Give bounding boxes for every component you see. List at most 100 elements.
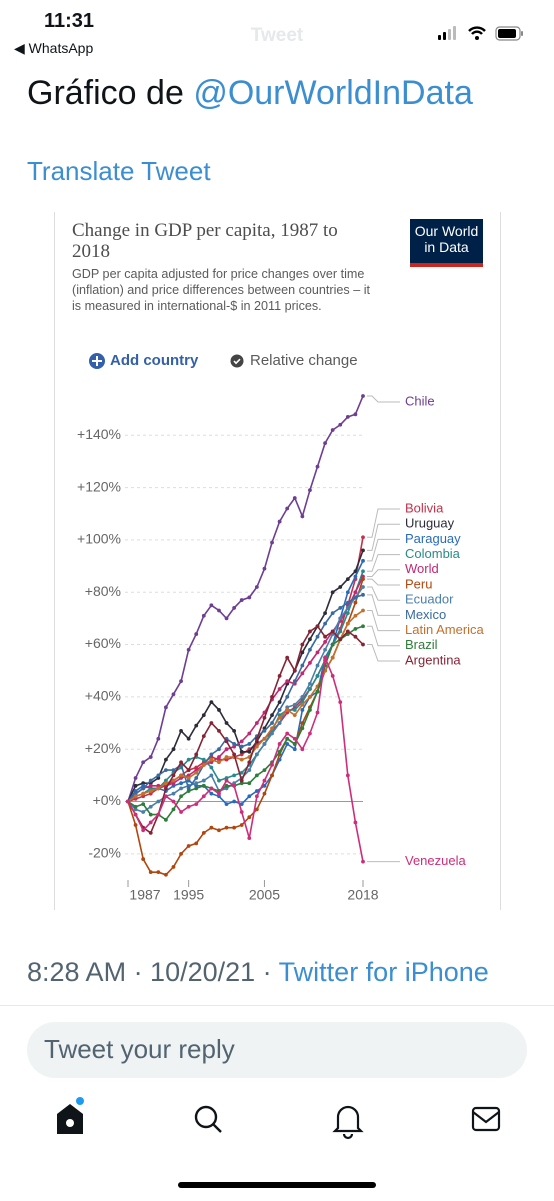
data-point [277,700,282,704]
label-leader [367,508,400,538]
data-point [164,768,168,773]
plot: -20% +0% +20% +40% +60% +80% +100% +120% +140% 19… [77,393,485,902]
data-point [315,663,320,668]
data-point [277,715,282,720]
data-point [171,768,176,773]
data-point [247,595,252,600]
data-point [308,687,312,691]
data-point [141,760,146,765]
data-point [315,710,320,715]
data-point [186,776,191,780]
data-point [353,613,358,618]
data-point [186,757,191,762]
data-point [209,700,214,704]
data-point [186,773,191,778]
series-label: Paraguay [405,531,461,546]
data-point [277,674,282,678]
data-point [171,799,176,804]
chart-title: Change in GDP per capita, 1987 to 2018 [72,220,338,262]
data-point [194,781,199,786]
data-point [315,674,320,678]
data-point [126,799,130,804]
data-point [164,817,168,822]
data-point [270,773,274,778]
data-point [254,794,259,799]
data-point [361,548,365,553]
mention[interactable]: @OurWorldInData [193,74,473,112]
data-point [164,781,168,786]
series-line [127,625,364,835]
data-point [148,786,153,791]
data-point [270,721,274,725]
data-point [239,770,244,775]
data-point [361,535,365,540]
data-point [345,773,350,778]
data-point [323,441,327,445]
data-point [254,736,259,741]
series-label: Latin America [405,622,485,637]
data-point [148,778,153,783]
data-point [171,773,176,778]
data-point [247,794,252,799]
data-point [300,514,305,519]
tab-home[interactable] [57,1097,84,1134]
back-to-app[interactable]: ◀ WhatsApp [14,40,93,57]
data-point [201,762,206,767]
data-point [156,870,161,875]
data-point [353,569,358,574]
data-point [133,794,138,799]
data-point [141,791,146,796]
data-point [133,807,138,812]
data-point [345,621,350,626]
series-line [127,550,364,802]
chart-card [54,212,501,910]
data-point [285,679,290,684]
label-leader [367,538,400,562]
data-point [217,708,221,712]
add-country[interactable]: Add country [110,352,199,369]
data-point [148,783,153,788]
data-point [262,778,267,783]
data-point [323,640,327,644]
data-point [201,783,206,788]
data-point [224,825,229,830]
data-point [133,796,138,801]
data-point [361,608,365,613]
data-point [224,778,229,783]
data-point [141,828,146,833]
data-point [330,674,335,678]
relative-change[interactable]: Relative change [250,352,358,369]
data-point [194,765,199,770]
data-point [201,778,206,783]
data-point [361,592,365,597]
tab-search[interactable] [194,1105,222,1133]
tweet-text: Gráfico de @OurWorldInData [27,74,473,113]
data-point [254,585,259,589]
data-point [239,823,244,827]
data-point [171,865,176,869]
data-point [171,807,176,812]
data-point [353,574,358,579]
translate-link[interactable]: Translate Tweet [27,156,211,186]
chart-subtitle: GDP per capita adjusted for price change… [72,267,370,313]
data-point [141,810,146,814]
data-point [186,804,191,809]
data-point [194,841,199,846]
label-leader [367,554,400,572]
series-label: Ecuador [405,592,454,607]
data-point [186,778,191,783]
reply-box[interactable] [27,1022,527,1078]
tab-notifications[interactable] [332,1105,364,1140]
data-point [224,757,229,762]
data-point [262,736,267,741]
data-point [292,747,297,752]
data-point [353,820,358,825]
data-point [164,786,168,791]
data-point [300,708,305,712]
tab-messages[interactable] [471,1106,501,1132]
source-link[interactable]: Twitter for iPhone [278,957,489,987]
data-point [277,687,282,691]
data-point [156,799,161,804]
data-point [308,637,312,642]
